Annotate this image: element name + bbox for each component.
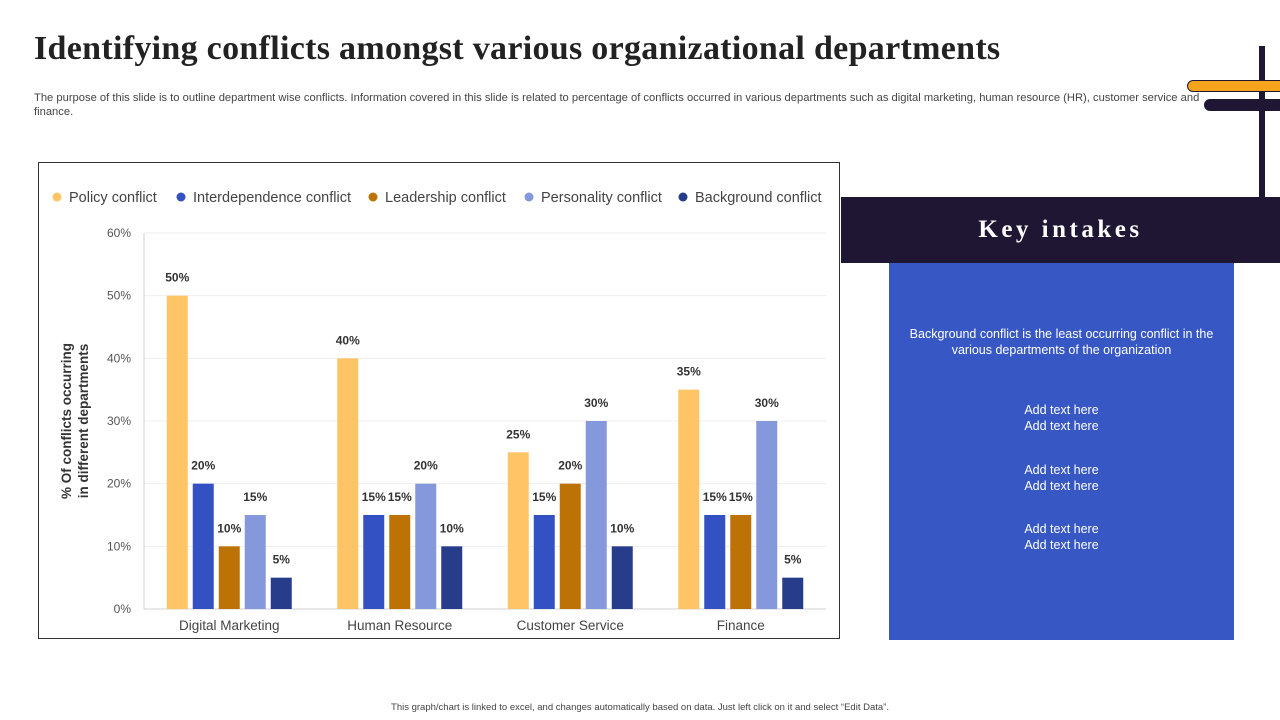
legend-label: Interdependence conflict <box>193 190 351 206</box>
bar <box>363 515 385 609</box>
key-intake-placeholder[interactable]: Add text here Add text here <box>1024 463 1099 493</box>
bar <box>678 389 700 609</box>
legend-marker <box>678 192 688 202</box>
y-axis-title-line: in different departments <box>76 344 91 499</box>
bar <box>192 483 214 609</box>
data-label: 5% <box>784 553 802 567</box>
data-label: 30% <box>755 396 779 410</box>
data-label: 15% <box>703 490 727 504</box>
data-label: 15% <box>388 490 412 504</box>
decorative-navy-bar <box>1204 99 1280 111</box>
data-label: 15% <box>362 490 386 504</box>
data-label: 40% <box>336 333 360 347</box>
x-category-label: Human Resource <box>347 618 452 633</box>
bar <box>782 577 804 609</box>
data-label: 35% <box>677 365 701 379</box>
x-category-label: Customer Service <box>517 618 624 633</box>
legend-label: Leadership conflict <box>385 190 506 206</box>
bar <box>756 421 778 609</box>
y-tick-label: 20% <box>107 477 131 491</box>
bar <box>507 452 529 609</box>
data-label: 15% <box>243 490 267 504</box>
key-intake-placeholder[interactable]: Add text here Add text here <box>1024 522 1099 552</box>
data-label: 15% <box>729 490 753 504</box>
footer-note: This graph/chart is linked to excel, and… <box>391 702 889 713</box>
bar <box>611 546 633 609</box>
bar-chart[interactable]: 0% 10% 20% 30% 40% 50% 60% % Of conflicts occur… <box>39 163 841 640</box>
data-label: 20% <box>414 459 438 473</box>
bar <box>441 546 463 609</box>
y-axis-title-line: % Of conflicts occurring <box>59 343 74 499</box>
bar <box>389 515 411 609</box>
bar <box>166 295 188 609</box>
legend-marker <box>524 192 534 202</box>
bar <box>244 515 266 609</box>
data-label: 15% <box>532 490 556 504</box>
legend-marker <box>368 192 378 202</box>
bar <box>533 515 555 609</box>
y-tick-label: 50% <box>107 289 131 303</box>
y-tick-label: 0% <box>114 602 132 616</box>
data-label: 20% <box>558 459 582 473</box>
key-intake-placeholder[interactable]: Add text here Add text here <box>1024 403 1099 433</box>
bar <box>585 421 607 609</box>
data-label: 20% <box>191 459 215 473</box>
legend-label: Policy conflict <box>69 190 157 206</box>
page-subtitle: The purpose of this slide is to outline … <box>34 92 1200 118</box>
bar <box>730 515 752 609</box>
x-category-label: Digital Marketing <box>179 618 280 633</box>
y-tick-label: 60% <box>107 226 131 240</box>
data-label: 10% <box>217 521 241 535</box>
legend-marker <box>176 192 186 202</box>
key-intake-point: Background conflict is the least occurri… <box>909 327 1214 357</box>
data-label: 25% <box>506 427 530 441</box>
data-label: 30% <box>584 396 608 410</box>
bar <box>415 483 437 609</box>
bar <box>559 483 581 609</box>
bar <box>218 546 240 609</box>
decorative-vertical-line <box>1259 46 1265 198</box>
key-intakes-header: Key intakes <box>841 197 1280 263</box>
data-label: 50% <box>165 271 189 285</box>
y-axis-title: % Of conflicts occurring in different dep… <box>59 343 91 499</box>
y-tick-label: 30% <box>107 414 131 428</box>
data-label: 10% <box>610 521 634 535</box>
legend-label: Personality conflict <box>541 190 662 206</box>
chart-container[interactable]: 0% 10% 20% 30% 40% 50% 60% % Of conflicts occur… <box>38 162 840 639</box>
data-label: 10% <box>440 521 464 535</box>
y-tick-label: 40% <box>107 351 131 365</box>
key-intakes-panel: Background conflict is the least occurri… <box>889 263 1234 640</box>
key-intakes-title: Key intakes <box>978 216 1143 243</box>
decorative-orange-bar <box>1187 80 1280 92</box>
data-label: 5% <box>273 553 291 567</box>
legend-marker <box>52 192 62 202</box>
bar <box>337 358 359 609</box>
page-title: Identifying conflicts amongst various or… <box>34 30 1001 67</box>
bar <box>270 577 292 609</box>
y-tick-label: 10% <box>107 539 131 553</box>
x-category-label: Finance <box>717 618 765 633</box>
legend-label: Background conflict <box>695 190 822 206</box>
bar <box>704 515 726 609</box>
